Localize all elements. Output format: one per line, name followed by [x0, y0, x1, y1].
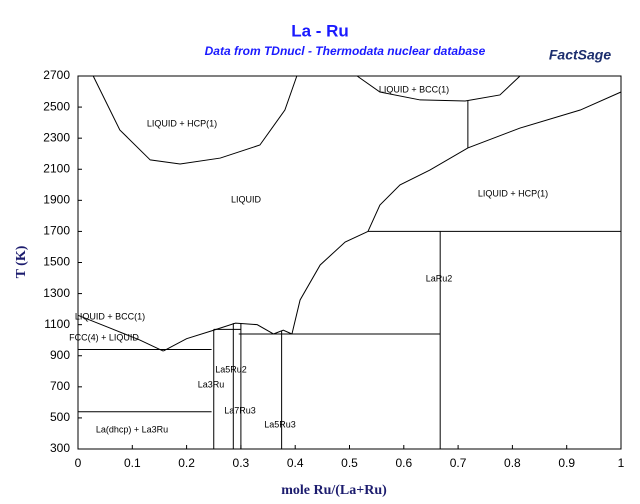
region-label: LIQUID + HCP(1): [147, 118, 217, 128]
y-tick-label: 300: [50, 441, 70, 455]
x-tick-label: 0.7: [450, 456, 467, 470]
region-label: LaRu2: [426, 273, 453, 283]
y-tick-label: 2300: [43, 130, 70, 144]
x-tick-label: 0.6: [395, 456, 412, 470]
y-tick-label: 500: [50, 410, 70, 424]
y-tick-label: 1700: [43, 224, 70, 238]
y-tick-label: 900: [50, 348, 70, 362]
y-tick-label: 700: [50, 379, 70, 393]
chart-title: La - Ru: [291, 21, 349, 40]
y-axis-label: T (K): [14, 245, 29, 278]
x-tick-label: 0.8: [504, 456, 521, 470]
x-tick-label: 0.1: [124, 456, 141, 470]
y-tick-label: 1900: [43, 193, 70, 207]
phase-boundary: [77, 314, 164, 352]
x-tick-label: 0.3: [233, 456, 250, 470]
x-tick-label: 0.2: [178, 456, 195, 470]
region-label: La5Ru3: [264, 419, 296, 429]
phase-boundary: [92, 75, 298, 165]
y-tick-label: 1300: [43, 286, 70, 300]
phase-boundary: [291, 230, 369, 335]
x-tick-label: 0.4: [287, 456, 304, 470]
plot-frame: [77, 75, 622, 450]
region-label: La5Ru2: [215, 364, 247, 374]
y-tick-label: 1100: [44, 317, 70, 331]
x-tick-label: 1: [618, 456, 625, 470]
x-tick-label: 0: [75, 456, 82, 470]
logo: FactSage: [549, 47, 611, 63]
x-axis-label: mole Ru/(La+Ru): [281, 483, 387, 498]
region-label: La(dhcp) + La3Ru: [96, 424, 168, 434]
x-tick-label: 0.9: [558, 456, 575, 470]
y-tick-label: 1500: [43, 255, 70, 269]
region-label: La3Ru: [198, 379, 225, 389]
phase-boundary: [163, 322, 274, 352]
region-label: La7Ru3: [224, 405, 256, 415]
phase-boundary: [356, 75, 521, 102]
phase-boundary: [367, 91, 622, 232]
region-label: LIQUID + BCC(1): [75, 311, 145, 321]
x-tick-label: 0.5: [341, 456, 358, 470]
region-label: LIQUID: [231, 194, 262, 204]
y-tick-label: 2500: [43, 99, 70, 113]
region-label: LIQUID + BCC(1): [379, 84, 449, 94]
chart-subtitle: Data from TDnucl - Thermodata nuclear da…: [205, 44, 486, 58]
y-tick-label: 2100: [43, 161, 70, 175]
region-label: LIQUID + HCP(1): [478, 188, 548, 198]
phase-boundary: [273, 329, 293, 335]
region-label: FCC(4) + LIQUID: [69, 332, 139, 342]
y-tick-label: 2700: [43, 68, 70, 82]
